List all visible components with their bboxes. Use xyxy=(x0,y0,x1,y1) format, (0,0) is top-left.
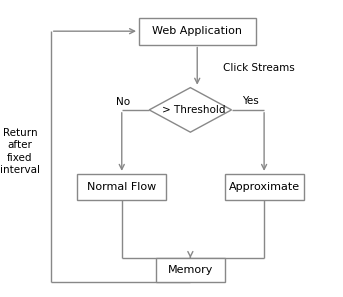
Text: No: No xyxy=(116,97,130,107)
Text: Click Streams: Click Streams xyxy=(223,63,295,73)
Polygon shape xyxy=(149,88,232,132)
Bar xyxy=(139,18,256,45)
Text: Normal Flow: Normal Flow xyxy=(87,182,156,192)
Text: > Threshold: > Threshold xyxy=(162,105,226,115)
Bar xyxy=(156,258,225,282)
Text: Yes: Yes xyxy=(242,96,259,106)
Text: Return
after
fixed
interval: Return after fixed interval xyxy=(0,128,40,175)
Text: Memory: Memory xyxy=(168,265,213,275)
Text: Approximate: Approximate xyxy=(228,182,300,192)
Text: Web Application: Web Application xyxy=(152,26,242,36)
Bar xyxy=(225,174,304,200)
Bar xyxy=(77,174,166,200)
